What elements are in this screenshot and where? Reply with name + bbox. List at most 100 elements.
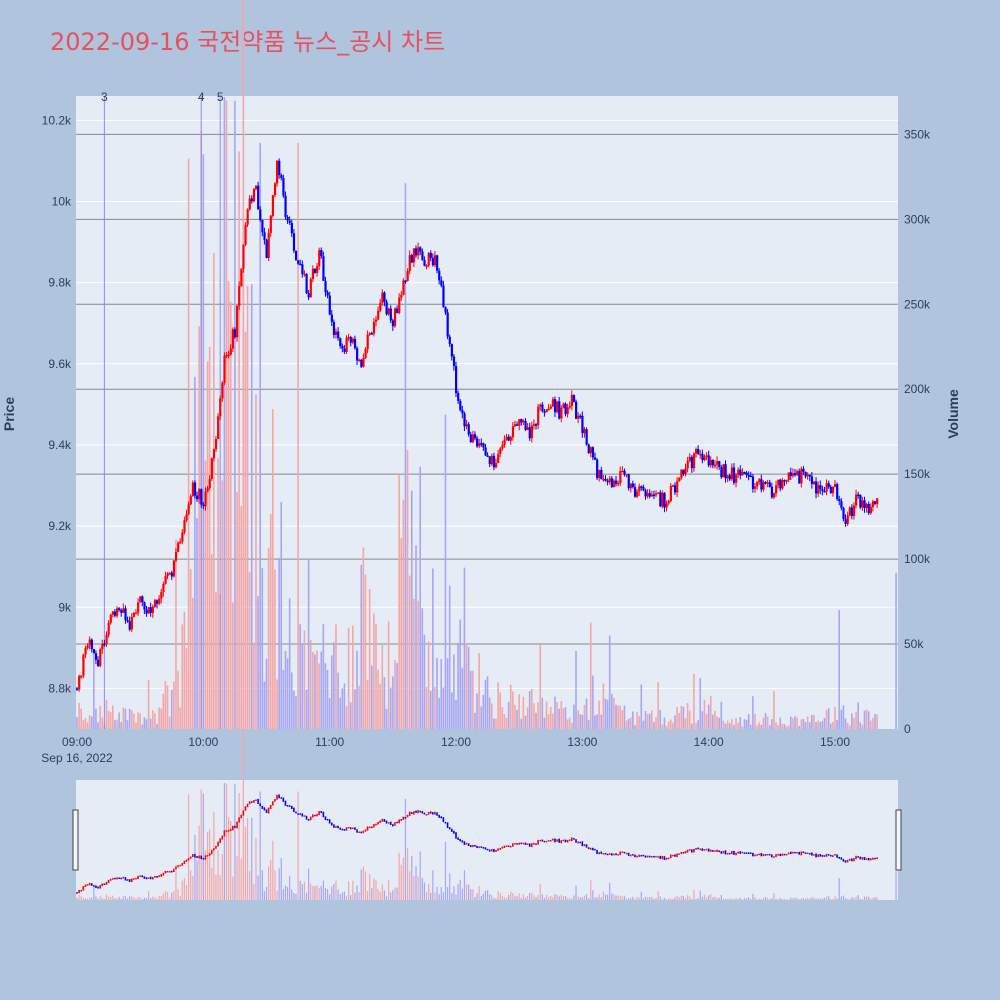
volume-bar [314, 654, 316, 729]
candle-body [697, 448, 700, 455]
candle-body [802, 468, 805, 472]
slider-volume-bar [857, 895, 859, 900]
slider-volume-bar [234, 783, 236, 900]
candle-body [753, 486, 757, 489]
volume-bar [278, 557, 280, 729]
candle-body [353, 338, 357, 349]
volume-bar [611, 693, 613, 729]
slider-volume-bar [451, 893, 453, 900]
slider-volume-bar [718, 897, 720, 900]
volume-bar [385, 708, 388, 729]
slider-volume-bar [585, 894, 588, 900]
volume-bar [333, 642, 335, 729]
slider-volume-bar [613, 894, 615, 900]
volume-bar [712, 714, 714, 729]
candle-body [511, 426, 515, 438]
slider-volume-bar [455, 894, 457, 900]
slider-volume-bar [752, 893, 754, 900]
slider-volume-bar [539, 884, 541, 900]
slider-volume-bar [474, 897, 476, 900]
slider-volume-bar [836, 898, 838, 900]
volume-bar [518, 694, 520, 729]
volume-bar [783, 724, 786, 729]
volume-bar [653, 722, 655, 729]
slider-volume-bar [187, 794, 190, 900]
slider-volume-bar [638, 897, 640, 900]
candle-body [402, 280, 405, 295]
slider-volume-bar [335, 880, 337, 900]
candle-body [252, 189, 256, 202]
range-slider[interactable] [76, 780, 898, 900]
slider-volume-bar [308, 868, 310, 900]
slider-volume-bar [512, 893, 514, 900]
slider-volume-bar [615, 895, 617, 900]
slider-volume-bar [438, 894, 440, 900]
candle-body [600, 469, 603, 480]
candle-body [781, 480, 784, 489]
candle-body [667, 501, 670, 504]
slider-volume-bar [849, 899, 851, 900]
candle-body [503, 439, 506, 446]
candle-body [389, 308, 392, 321]
slider-volume-bar [105, 894, 108, 900]
candle-body [139, 596, 142, 603]
candle-body [425, 265, 428, 268]
volume-bar [253, 642, 255, 729]
range-slider-left-handle[interactable] [72, 809, 79, 871]
volume-bar [284, 651, 287, 729]
candle-body [191, 482, 195, 497]
volume-bar [232, 602, 234, 729]
slider-volume-bar [590, 880, 592, 900]
range-slider-right-handle[interactable] [895, 809, 902, 871]
candle-body [334, 331, 338, 335]
candle-body [284, 195, 287, 217]
volume-bar [152, 710, 154, 729]
slider-volume-bar [607, 894, 609, 900]
volume-bar [425, 686, 428, 729]
time-tick-label: 14:00 [694, 735, 724, 749]
volume-bar [389, 687, 392, 729]
candle-body [579, 415, 582, 418]
slider-volume-bar [788, 899, 790, 900]
candle-body [743, 472, 746, 474]
candle-body [292, 233, 296, 251]
candle-body [265, 239, 268, 258]
candle-body [370, 333, 373, 335]
volume-bar [343, 683, 346, 729]
volume-bar [718, 717, 720, 729]
volume-bar [865, 709, 868, 729]
candle-body [196, 495, 199, 500]
slider-volume-bar [651, 896, 653, 900]
volume-bar [861, 724, 864, 729]
slider-volume-bar [310, 883, 312, 900]
candle-body [509, 437, 512, 441]
volume-bar [459, 619, 462, 729]
slider-volume-bar [78, 895, 80, 900]
slider-volume-bar [493, 898, 495, 900]
slider-volume-bar [541, 894, 543, 900]
slider-volume-bar [741, 899, 743, 900]
slider-volume-bar [636, 896, 638, 900]
volume-bar [295, 696, 297, 729]
volume-bar [272, 409, 274, 729]
candle-body [322, 256, 325, 281]
slider-volume-bar [124, 896, 127, 900]
candle-body [650, 494, 654, 497]
volume-bar [236, 491, 238, 729]
candle-body [775, 485, 778, 494]
candle-body [871, 501, 875, 508]
candle-body [735, 474, 738, 483]
candle-body [174, 551, 178, 561]
volume-bar [133, 713, 135, 729]
price-gridlines [76, 119, 898, 689]
candle-body [688, 456, 691, 461]
volume-bar [543, 717, 546, 729]
slider-volume-bar [762, 897, 765, 900]
volume-bar [164, 680, 167, 729]
candle-body [271, 195, 275, 216]
volume-bar [417, 600, 419, 729]
candle-body [513, 424, 517, 427]
volume-bar [709, 696, 712, 729]
slider-volume-bar [261, 870, 263, 900]
